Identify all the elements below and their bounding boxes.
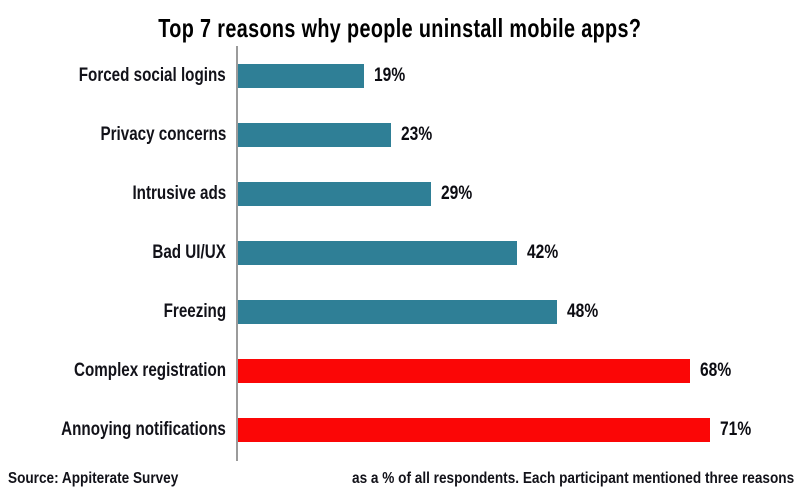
chart-footer: Source: Appiterate Survey as a % of all … (0, 461, 800, 488)
chart-header: Top 7 reasons why people uninstall mobil… (0, 0, 800, 46)
bar (238, 358, 690, 383)
value-label: 42% (527, 241, 559, 263)
value-label: 48% (567, 300, 599, 322)
value-label: 19% (374, 64, 406, 86)
bar-track: 42% (238, 240, 565, 265)
bar-row: Privacy concerns 23% (0, 105, 800, 164)
bar (238, 299, 557, 324)
source-note: Source: Appiterate Survey (8, 470, 179, 487)
bar-row: Freezing 48% (0, 282, 800, 341)
bar-track: 68% (238, 358, 738, 383)
value-label: 68% (700, 359, 732, 381)
category-label: Bad UI/UX (152, 241, 226, 263)
bar-track: 29% (238, 181, 479, 206)
bar (238, 417, 710, 442)
bar (238, 63, 364, 88)
respondents-note: as a % of all respondents. Each particip… (351, 470, 794, 487)
category-label: Complex registration (73, 359, 226, 381)
bar-track: 48% (238, 299, 605, 324)
bar-track: 71% (238, 417, 758, 442)
bar-chart: Top 7 reasons why people uninstall mobil… (0, 0, 800, 488)
plot-area: Forced social logins 19% Privacy concerns 2… (0, 46, 800, 461)
bar-track: 23% (238, 122, 439, 147)
value-label: 23% (401, 123, 433, 145)
category-label: Annoying notifications (61, 418, 226, 440)
bar-row: Intrusive ads 29% (0, 164, 800, 223)
bar-rows: Forced social logins 19% Privacy concerns 2… (0, 46, 800, 459)
bar-row: Forced social logins 19% (0, 46, 800, 105)
bar-row: Complex registration 68% (0, 341, 800, 400)
value-label: 29% (441, 182, 473, 204)
y-axis-line (236, 46, 238, 461)
bar (238, 240, 517, 265)
category-label: Freezing (163, 300, 227, 322)
bar-track: 19% (238, 63, 412, 88)
bar-row: Bad UI/UX 42% (0, 223, 800, 282)
bar (238, 122, 391, 147)
bar-row: Annoying notifications 71% (0, 400, 800, 459)
category-label: Privacy concerns (100, 123, 226, 145)
bar (238, 181, 431, 206)
chart-title: Top 7 reasons why people uninstall mobil… (158, 13, 642, 43)
category-label: Forced social logins (79, 64, 226, 86)
category-label: Intrusive ads (132, 182, 226, 204)
value-label: 71% (720, 418, 752, 440)
